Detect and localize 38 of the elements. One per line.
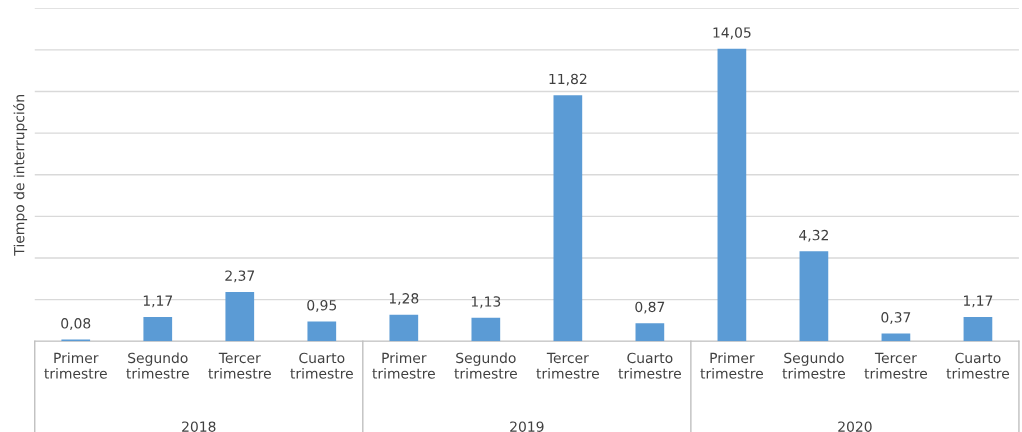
bar	[225, 291, 255, 342]
data-label: 11,82	[549, 73, 587, 86]
bar	[717, 48, 747, 342]
x-tick-label: Primer trimestre	[700, 352, 763, 379]
text: 2018	[182, 421, 216, 432]
bar	[471, 317, 501, 342]
data-label: 0,08	[61, 318, 91, 331]
data-label: 14,05	[713, 27, 751, 40]
x-tick-label: Segundo trimestre	[782, 352, 846, 379]
x-tick-label: Tercer trimestre	[864, 352, 928, 379]
data-label: 2,37	[225, 270, 255, 283]
y-axis-title: Tiempo de interrupción	[13, 95, 28, 256]
x-tick-label: Primer trimestre	[372, 352, 435, 379]
x-tick-label: Primer trimestre	[44, 352, 107, 379]
data-label: 0,95	[307, 299, 337, 312]
data-label: 0,37	[881, 312, 911, 324]
text: 2020	[838, 421, 872, 432]
x-tick-label: Cuarto trimestre	[618, 352, 681, 379]
bar	[635, 323, 665, 342]
data-label: 1,13	[471, 296, 501, 309]
data-label: 1,17	[963, 295, 993, 308]
data-label: 1,28	[389, 293, 419, 306]
data-label: 1,17	[143, 295, 173, 308]
bar	[553, 95, 583, 342]
x-tick-label: Tercer trimestre	[208, 352, 271, 379]
text: 2019	[510, 421, 544, 432]
x-tick-label: Cuarto trimestre	[290, 352, 353, 379]
x-tick-label: Tercer trimestre	[536, 352, 599, 379]
bar	[143, 316, 173, 342]
bar	[389, 314, 419, 342]
bar	[799, 251, 829, 342]
bar	[307, 321, 337, 342]
x-tick-label: Segundo trimestre	[454, 352, 517, 379]
bar	[963, 316, 993, 342]
x-tick-label: Cuarto trimestre	[946, 352, 1010, 379]
data-label: 0,87	[635, 301, 665, 314]
data-label: 4,32	[799, 229, 828, 242]
x-tick-label: Segundo trimestre	[126, 352, 189, 379]
